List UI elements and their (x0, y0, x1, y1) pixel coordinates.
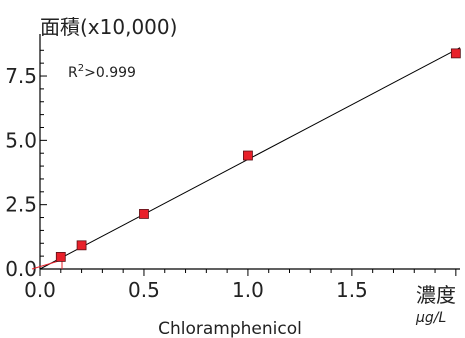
annotation-suffix: >0.999 (84, 65, 136, 81)
data-points (55, 48, 461, 262)
data-point (139, 209, 149, 219)
x-axis-title: Chloramphenicol (158, 319, 302, 338)
data-point (243, 150, 253, 161)
y-tick-label: 5.0 (5, 128, 37, 152)
x-axis-unit: 濃度 (416, 283, 456, 307)
y-ticks: 0.0 2.5 5.0 7.5 (5, 49, 47, 281)
y-tick-label: 2.5 (5, 193, 37, 217)
data-point (55, 252, 66, 262)
r-squared-annotation: R2>0.999 (68, 63, 136, 81)
y-tick-label: 7.5 (5, 64, 37, 88)
x-tick-label: 0.0 (24, 278, 56, 302)
y-axis-title: 面積(x10,000) (40, 15, 177, 39)
x-tick-label: 0.5 (128, 278, 160, 302)
x-tick-label: 1.0 (232, 278, 264, 302)
data-point (450, 48, 461, 59)
x-axis-unit-sub: μg/L (415, 310, 446, 326)
annotation-prefix: R (68, 65, 78, 81)
annotation-superscript: 2 (78, 63, 84, 74)
data-point (76, 240, 87, 251)
x-tick-label: 1.5 (336, 278, 368, 302)
y-tick-label: 0.0 (5, 257, 37, 281)
x-ticks: 0.0 0.5 1.0 1.5 (24, 269, 457, 302)
